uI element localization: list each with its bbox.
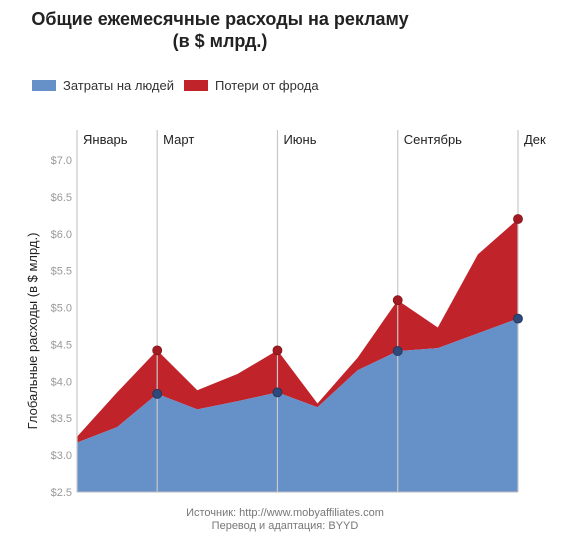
people-point-marker [392,346,403,356]
legend-item-fraud: Потери от фрода [183,78,319,93]
y-tick-label: $4.0 [51,376,72,388]
x-tick-label: Март [163,132,194,147]
people-spend-area [77,318,518,492]
people-point-marker [152,388,163,399]
fraud-point-marker [392,295,403,306]
chart-title-line1: Общие ежемесячные расходы на рекламу [31,9,409,29]
y-tick-label: $5.5 [51,266,72,278]
x-tick-label: Июнь [283,132,316,147]
legend: Затраты на людей Потери от фрода [32,78,329,93]
chart-title: Общие ежемесячные расходы на рекламу (в … [10,8,430,52]
x-tick-label: Сентябрь [404,132,462,147]
y-tick-label: $7.0 [51,155,72,167]
fraud-loss-area [77,219,518,443]
y-tick-label: $2.5 [51,487,72,499]
x-tick-label: Январь [83,132,128,147]
people-point-marker [513,313,523,324]
x-tick-label: Дек [524,132,546,147]
source-text: Источник: http://www.mobyaffiliates.com [186,507,384,519]
fraud-point-marker [513,214,523,224]
y-tick-label: $6.5 [51,192,72,204]
fraud-point-marker [272,345,283,356]
y-axis-label: Глобальные расходы (в $ млрд.) [25,233,40,430]
fraud-point-marker [152,345,163,356]
translation-credit: Перевод и адаптация: BYYD [211,520,359,532]
people-point-marker [272,387,283,398]
chart-title-line2: (в $ млрд.) [172,31,268,51]
legend-swatch-people [32,80,56,91]
y-tick-label: $5.0 [51,303,72,315]
legend-label-people: Затраты на людей [63,78,174,93]
legend-label-fraud: Потери от фрода [214,78,319,93]
legend-swatch-fraud [183,80,208,91]
y-tick-label: $3.0 [51,450,72,462]
y-tick-label: $3.5 [51,413,72,425]
legend-item-people: Затраты на людей [32,78,174,93]
y-tick-label: $4.5 [51,339,72,351]
y-tick-label: $6.0 [51,229,72,241]
